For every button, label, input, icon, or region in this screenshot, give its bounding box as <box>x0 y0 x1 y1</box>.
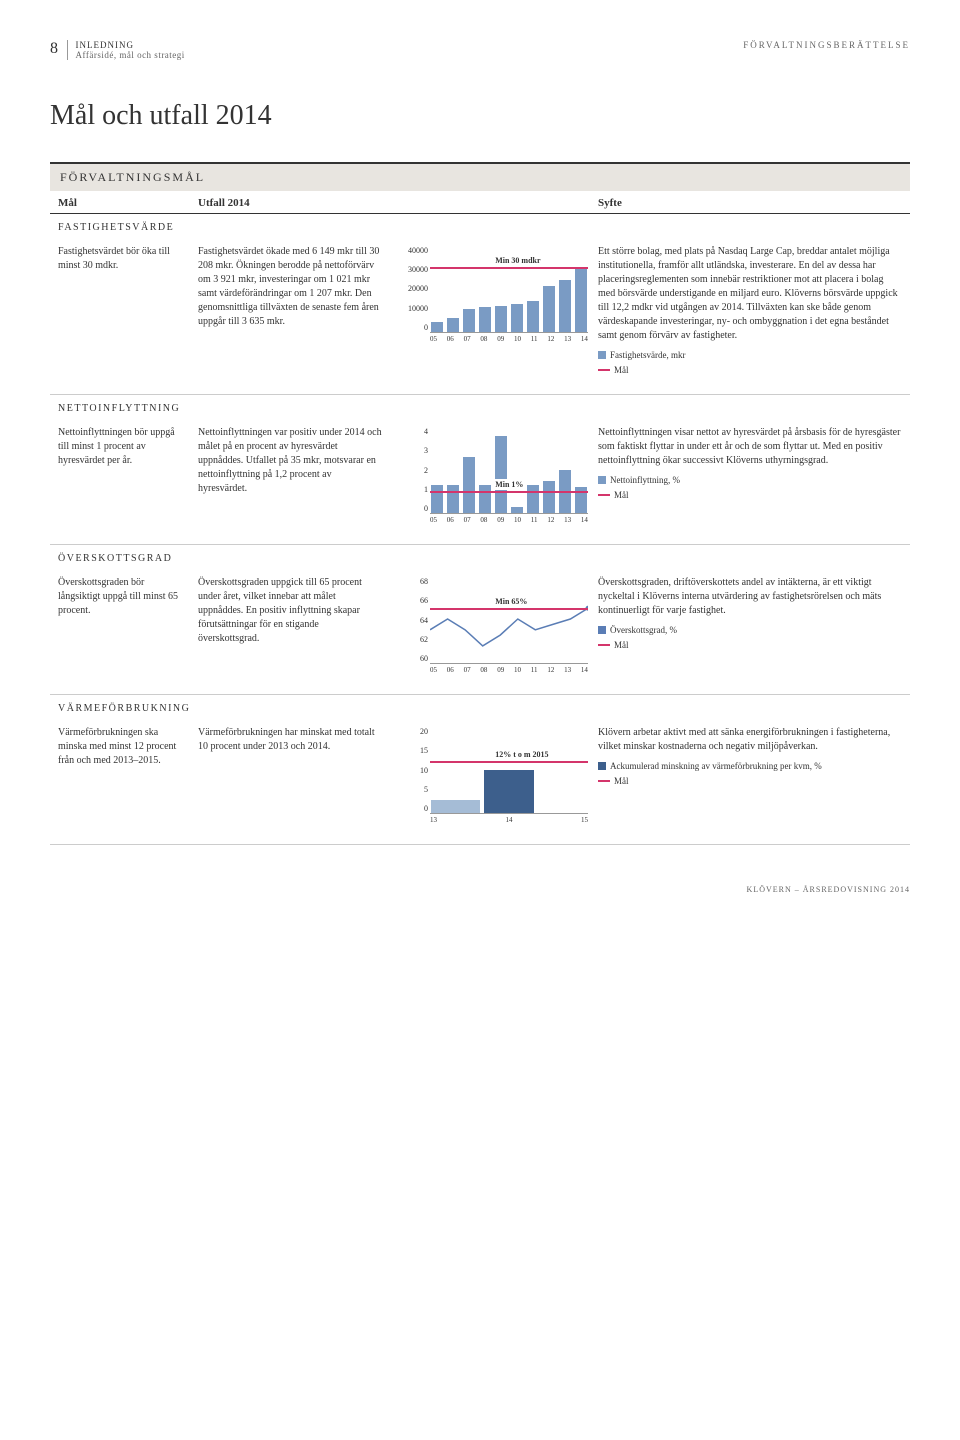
purpose-text: Ett större bolag, med plats på Nasdaq La… <box>590 245 910 376</box>
row-label: NETTOINFLYTTNING <box>50 395 910 416</box>
table-row: Fastighetsvärdet bör öka till minst 30 m… <box>50 235 910 395</box>
section-band: FÖRVALTNINGSMÅL <box>50 162 910 191</box>
col-mal: Mål <box>50 197 190 209</box>
col-utfall: Utfall 2014 <box>190 197 390 209</box>
chart: 20151050 12% t o m 2015 131415 <box>398 726 588 826</box>
purpose-text: Överskottsgraden, driftöverskottets ande… <box>590 576 910 676</box>
result-text: Fastighetsvärdet ökade med 6 149 mkr til… <box>190 245 390 376</box>
header-right: FÖRVALTNINGSBERÄTTELSE <box>743 40 910 50</box>
row-label: ÖVERSKOTTSGRAD <box>50 545 910 566</box>
col-syfte: Syfte <box>590 197 910 209</box>
goal-text: Fastighetsvärdet bör öka till minst 30 m… <box>50 245 190 376</box>
page-header: 8 INLEDNING Affärsidé, mål och strategi … <box>50 40 910 60</box>
header-subsection: Affärsidé, mål och strategi <box>76 50 185 60</box>
table-row: Värmeförbrukningen ska minska med minst … <box>50 716 910 845</box>
chart: 43210 Min 1% 05060708091011121314 <box>398 426 588 526</box>
footer: KLÖVERN – ÅRSREDOVISNING 2014 <box>50 885 910 894</box>
table-row: Överskottsgraden bör långsiktigt uppgå t… <box>50 566 910 695</box>
result-text: Nettoinflyttningen var positiv under 201… <box>190 426 390 526</box>
chart: 6866646260 Min 65% 05060708091011121314 <box>398 576 588 676</box>
page-number: 8 <box>50 40 59 60</box>
result-text: Överskottsgraden uppgick till 65 procent… <box>190 576 390 676</box>
header-section: INLEDNING <box>76 40 185 50</box>
goal-text: Nettoinflyttningen bör uppgå till minst … <box>50 426 190 526</box>
result-text: Värmeförbrukningen har minskat med total… <box>190 726 390 826</box>
page-title: Mål och utfall 2014 <box>50 100 910 132</box>
goal-text: Överskottsgraden bör långsiktigt uppgå t… <box>50 576 190 676</box>
table-row: Nettoinflyttningen bör uppgå till minst … <box>50 416 910 545</box>
purpose-text: Nettoinflyttningen visar nettot av hyres… <box>590 426 910 526</box>
table-header: Mål Utfall 2014 Syfte <box>50 193 910 214</box>
row-label: FASTIGHETSVÄRDE <box>50 214 910 235</box>
purpose-text: Klövern arbetar aktivt med att sänka ene… <box>590 726 910 826</box>
chart: 400003000020000100000 Min 30 mdkr 050607… <box>398 245 588 345</box>
goal-text: Värmeförbrukningen ska minska med minst … <box>50 726 190 826</box>
row-label: VÄRMEFÖRBRUKNING <box>50 695 910 716</box>
